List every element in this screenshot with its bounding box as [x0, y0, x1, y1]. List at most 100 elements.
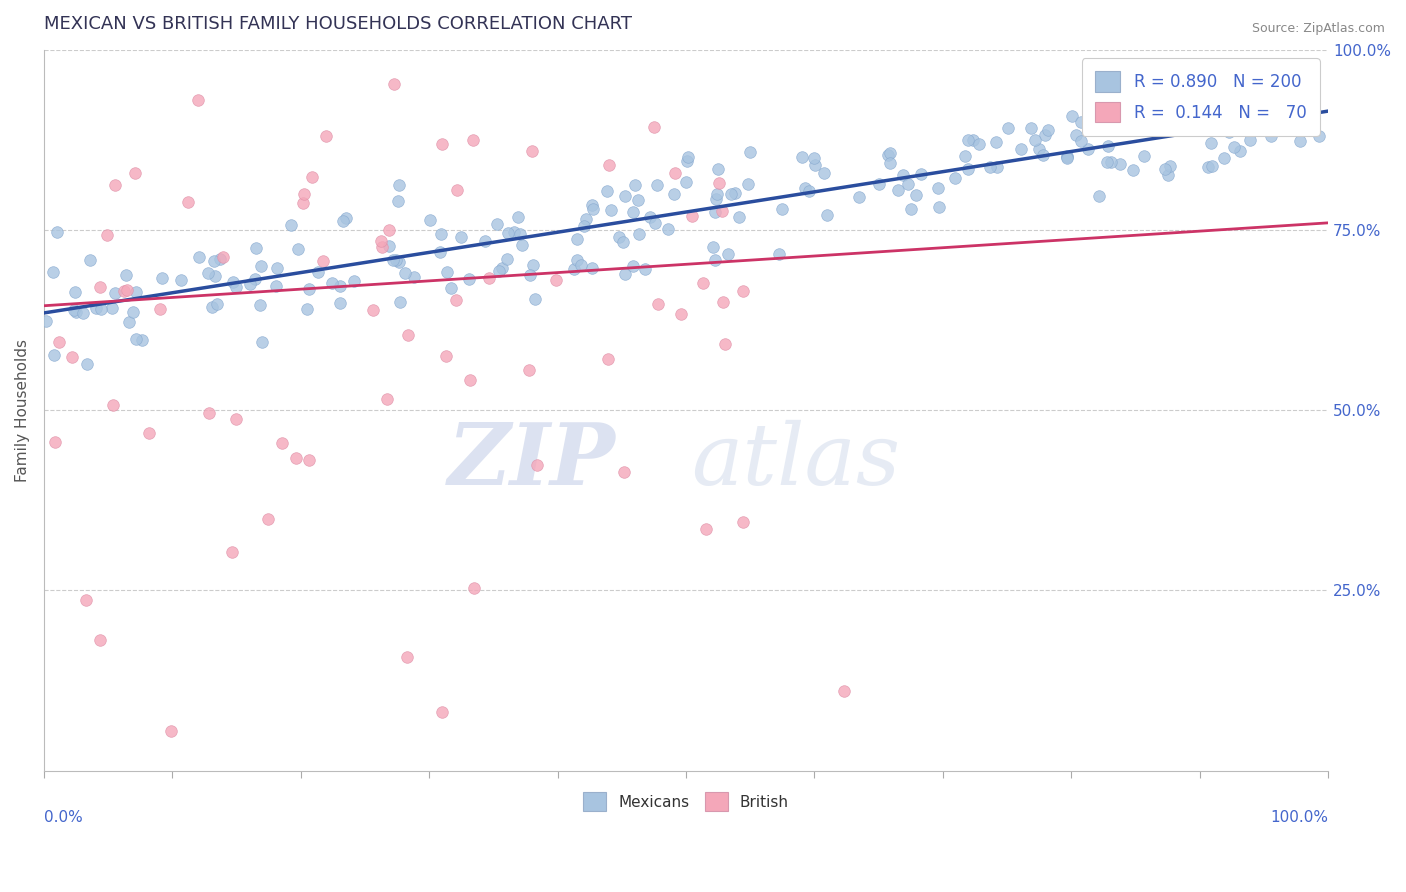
Point — [221, 545, 243, 559]
Point — [868, 177, 890, 191]
Point — [436, 265, 458, 279]
Text: ZIP: ZIP — [449, 419, 616, 502]
Point — [84, 301, 107, 315]
Point — [1109, 157, 1132, 171]
Point — [575, 212, 598, 227]
Point — [803, 151, 825, 165]
Point — [245, 241, 267, 255]
Point — [623, 260, 645, 274]
Point — [1157, 168, 1180, 182]
Point — [321, 277, 343, 291]
Point — [382, 78, 405, 92]
Point — [170, 273, 193, 287]
Point — [644, 216, 666, 230]
Point — [84, 29, 107, 43]
Point — [1144, 125, 1167, 139]
Point — [565, 253, 588, 268]
Point — [44, 434, 66, 449]
Point — [1056, 151, 1078, 165]
Point — [770, 202, 793, 216]
Point — [711, 295, 734, 310]
Point — [1064, 128, 1087, 142]
Point — [692, 276, 714, 290]
Point — [709, 176, 731, 190]
Point — [621, 205, 644, 219]
Point — [724, 186, 747, 200]
Point — [375, 392, 398, 406]
Point — [312, 254, 335, 268]
Point — [44, 348, 66, 362]
Point — [768, 246, 790, 260]
Point — [249, 298, 271, 312]
Point — [678, 150, 700, 164]
Point — [385, 253, 408, 268]
Point — [187, 250, 209, 264]
Point — [517, 363, 540, 377]
Point — [704, 192, 727, 206]
Text: atlas: atlas — [690, 419, 900, 502]
Point — [301, 169, 323, 184]
Point — [1099, 155, 1122, 169]
Point — [1173, 106, 1195, 120]
Point — [1077, 142, 1099, 156]
Point — [177, 194, 200, 209]
Point — [446, 183, 468, 197]
Point — [79, 252, 101, 267]
Point — [440, 281, 463, 295]
Point — [614, 267, 637, 281]
Point — [222, 275, 245, 289]
Point — [1289, 134, 1312, 148]
Point — [984, 135, 1007, 149]
Point — [1285, 88, 1308, 103]
Point — [307, 265, 329, 279]
Point — [131, 333, 153, 347]
Point — [704, 205, 727, 219]
Point — [114, 268, 136, 282]
Point — [371, 240, 394, 254]
Point — [624, 178, 647, 192]
Point — [204, 268, 226, 283]
Point — [1070, 115, 1092, 129]
Point — [804, 158, 827, 172]
Point — [486, 217, 509, 231]
Point — [956, 133, 979, 147]
Point — [245, 272, 267, 286]
Point — [702, 240, 724, 254]
Point — [891, 168, 914, 182]
Point — [474, 234, 496, 248]
Point — [717, 247, 740, 261]
Point — [388, 295, 411, 310]
Point — [1035, 128, 1057, 142]
Point — [463, 582, 485, 596]
Point — [298, 282, 321, 296]
Point — [138, 426, 160, 441]
Point — [201, 300, 224, 314]
Point — [879, 146, 901, 161]
Point — [598, 158, 620, 172]
Point — [1229, 144, 1251, 158]
Point — [329, 295, 352, 310]
Point — [572, 219, 595, 234]
Point — [562, 262, 585, 277]
Point — [520, 144, 543, 158]
Point — [42, 264, 65, 278]
Text: MEXICAN VS BRITISH FAMILY HOUSEHOLDS CORRELATION CHART: MEXICAN VS BRITISH FAMILY HOUSEHOLDS COR… — [44, 15, 631, 33]
Point — [396, 327, 419, 342]
Point — [264, 279, 287, 293]
Point — [205, 296, 228, 310]
Point — [250, 334, 273, 349]
Text: 0.0%: 0.0% — [44, 810, 83, 825]
Point — [208, 252, 231, 266]
Point — [187, 93, 209, 107]
Point — [115, 283, 138, 297]
Point — [927, 181, 949, 195]
Point — [612, 235, 634, 249]
Point — [526, 458, 548, 472]
Point — [565, 232, 588, 246]
Point — [1308, 129, 1330, 144]
Point — [714, 337, 737, 351]
Point — [510, 238, 533, 252]
Point — [1097, 155, 1119, 169]
Point — [63, 285, 86, 299]
Point — [738, 145, 761, 159]
